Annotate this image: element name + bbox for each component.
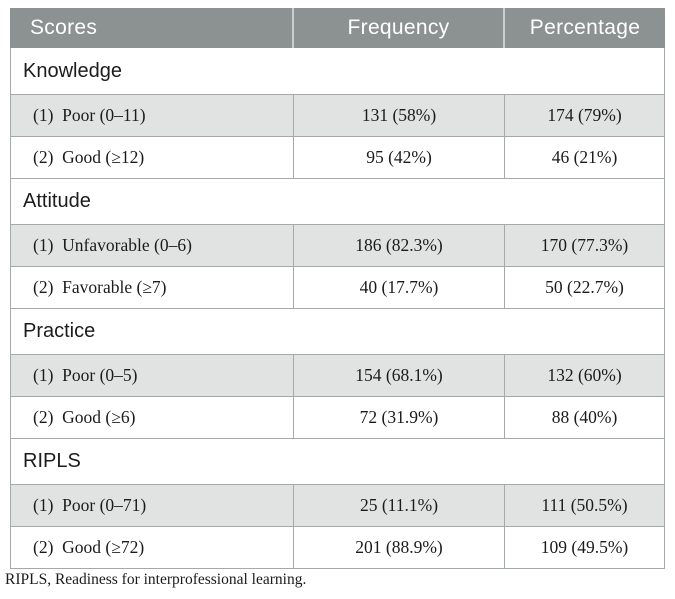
row-percentage: 111 (50.5%): [504, 485, 664, 526]
row-label: (2) Favorable (≥7): [33, 277, 167, 297]
table-row: (2) Good (≥6) 72 (31.9%) 88 (40%): [11, 396, 664, 438]
section-header-knowledge: Knowledge: [11, 48, 664, 94]
row-label: (2) Good (≥72): [33, 537, 145, 557]
row-percentage: 174 (79%): [504, 95, 664, 136]
row-frequency: 154 (68.1%): [293, 355, 504, 396]
header-cell-frequency: Frequency: [292, 8, 503, 48]
table-row: (2) Favorable (≥7) 40 (17.7%) 50 (22.7%): [11, 266, 664, 308]
row-label: (1) Poor (0–71): [33, 495, 147, 515]
row-percentage: 109 (49.5%): [504, 527, 664, 568]
table-row: (1) Unfavorable (0–6) 186 (82.3%) 170 (7…: [11, 224, 664, 266]
scores-table: Scores Frequency Percentage Knowledge (1…: [10, 8, 665, 569]
row-label: (2) Good (≥12): [33, 147, 145, 167]
table-header-row: Scores Frequency Percentage: [10, 8, 665, 48]
row-frequency: 95 (42%): [293, 137, 504, 178]
row-percentage: 50 (22.7%): [504, 267, 664, 308]
table-row: (2) Good (≥72) 201 (88.9%) 109 (49.5%): [11, 526, 664, 568]
header-cell-scores: Scores: [30, 16, 98, 39]
row-percentage: 46 (21%): [504, 137, 664, 178]
row-label: (2) Good (≥6): [33, 407, 136, 427]
row-frequency: 40 (17.7%): [293, 267, 504, 308]
table-footnote: RIPLS, Readiness for interprofessional l…: [5, 571, 307, 588]
section-header-ripls: RIPLS: [11, 438, 664, 484]
row-percentage: 170 (77.3%): [504, 225, 664, 266]
row-frequency: 72 (31.9%): [293, 397, 504, 438]
row-label: (1) Poor (0–5): [33, 365, 138, 385]
row-percentage: 88 (40%): [504, 397, 664, 438]
table-row: (1) Poor (0–5) 154 (68.1%) 132 (60%): [11, 354, 664, 396]
section-header-practice: Practice: [11, 308, 664, 354]
row-percentage: 132 (60%): [504, 355, 664, 396]
row-frequency: 131 (58%): [293, 95, 504, 136]
row-frequency: 25 (11.1%): [293, 485, 504, 526]
row-frequency: 186 (82.3%): [293, 225, 504, 266]
row-label: (1) Poor (0–11): [33, 105, 146, 125]
section-header-attitude: Attitude: [11, 178, 664, 224]
table-row: (1) Poor (0–11) 131 (58%) 174 (79%): [11, 94, 664, 136]
table-row: (2) Good (≥12) 95 (42%) 46 (21%): [11, 136, 664, 178]
row-label: (1) Unfavorable (0–6): [33, 235, 192, 255]
table-row: (1) Poor (0–71) 25 (11.1%) 111 (50.5%): [11, 484, 664, 526]
row-frequency: 201 (88.9%): [293, 527, 504, 568]
header-cell-percentage: Percentage: [503, 8, 665, 48]
